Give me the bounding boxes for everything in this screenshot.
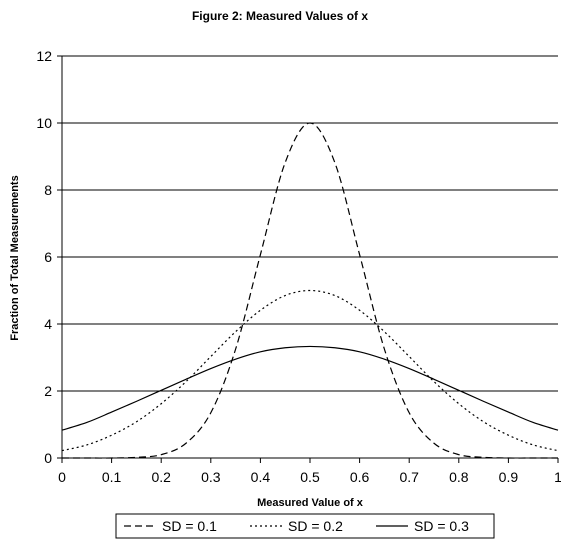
x-tick-label-8: 0.8 — [449, 469, 469, 485]
y-tick-label-1: 2 — [44, 383, 52, 399]
x-tick-label-1: 0.1 — [102, 469, 122, 485]
x-tick-label-7: 0.7 — [399, 469, 419, 485]
x-tick-label-9: 0.9 — [499, 469, 519, 485]
legend-box — [115, 513, 495, 539]
x-tick-label-6: 0.6 — [350, 469, 370, 485]
legend-label-dashed: SD = 0.1 — [162, 518, 217, 534]
y-axis-title: Fraction of Total Measurements — [9, 175, 21, 340]
y-tick-label-0: 0 — [44, 450, 52, 466]
legend-label-dotted: SD = 0.2 — [288, 518, 343, 534]
x-tick-label-3: 0.3 — [201, 469, 221, 485]
legend-label-solid: SD = 0.3 — [414, 518, 469, 534]
y-tick-label-2: 4 — [44, 316, 52, 332]
y-tick-label-4: 8 — [44, 182, 52, 198]
y-tick-label-6: 12 — [36, 48, 52, 64]
x-axis-title: Measured Value of x — [257, 497, 364, 509]
legend: SD = 0.1 SD = 0.2 SD = 0.3 — [115, 513, 495, 539]
series-layer — [61, 122, 559, 459]
series-line-solid — [61, 345, 559, 431]
x-tick-label-2: 0.2 — [151, 469, 171, 485]
chart-title: Figure 2: Measured Values of x — [192, 9, 368, 23]
x-tick-label-10: 1 — [554, 469, 561, 485]
y-tick-label-3: 6 — [44, 249, 52, 265]
series-line-dotted — [61, 289, 559, 452]
ticks: 0 2 4 6 8 10 12 0 0.1 0.2 0.3 0.4 0.5 0.6 0.7 0.8 0.9 1 — [36, 48, 561, 485]
x-tick-label-0: 0 — [58, 469, 66, 485]
series-line-dashed — [61, 122, 558, 459]
y-tick-label-5: 10 — [36, 115, 52, 131]
gridlines — [62, 55, 558, 392]
x-tick-label-5: 0.5 — [300, 469, 320, 485]
x-tick-label-4: 0.4 — [251, 469, 271, 485]
